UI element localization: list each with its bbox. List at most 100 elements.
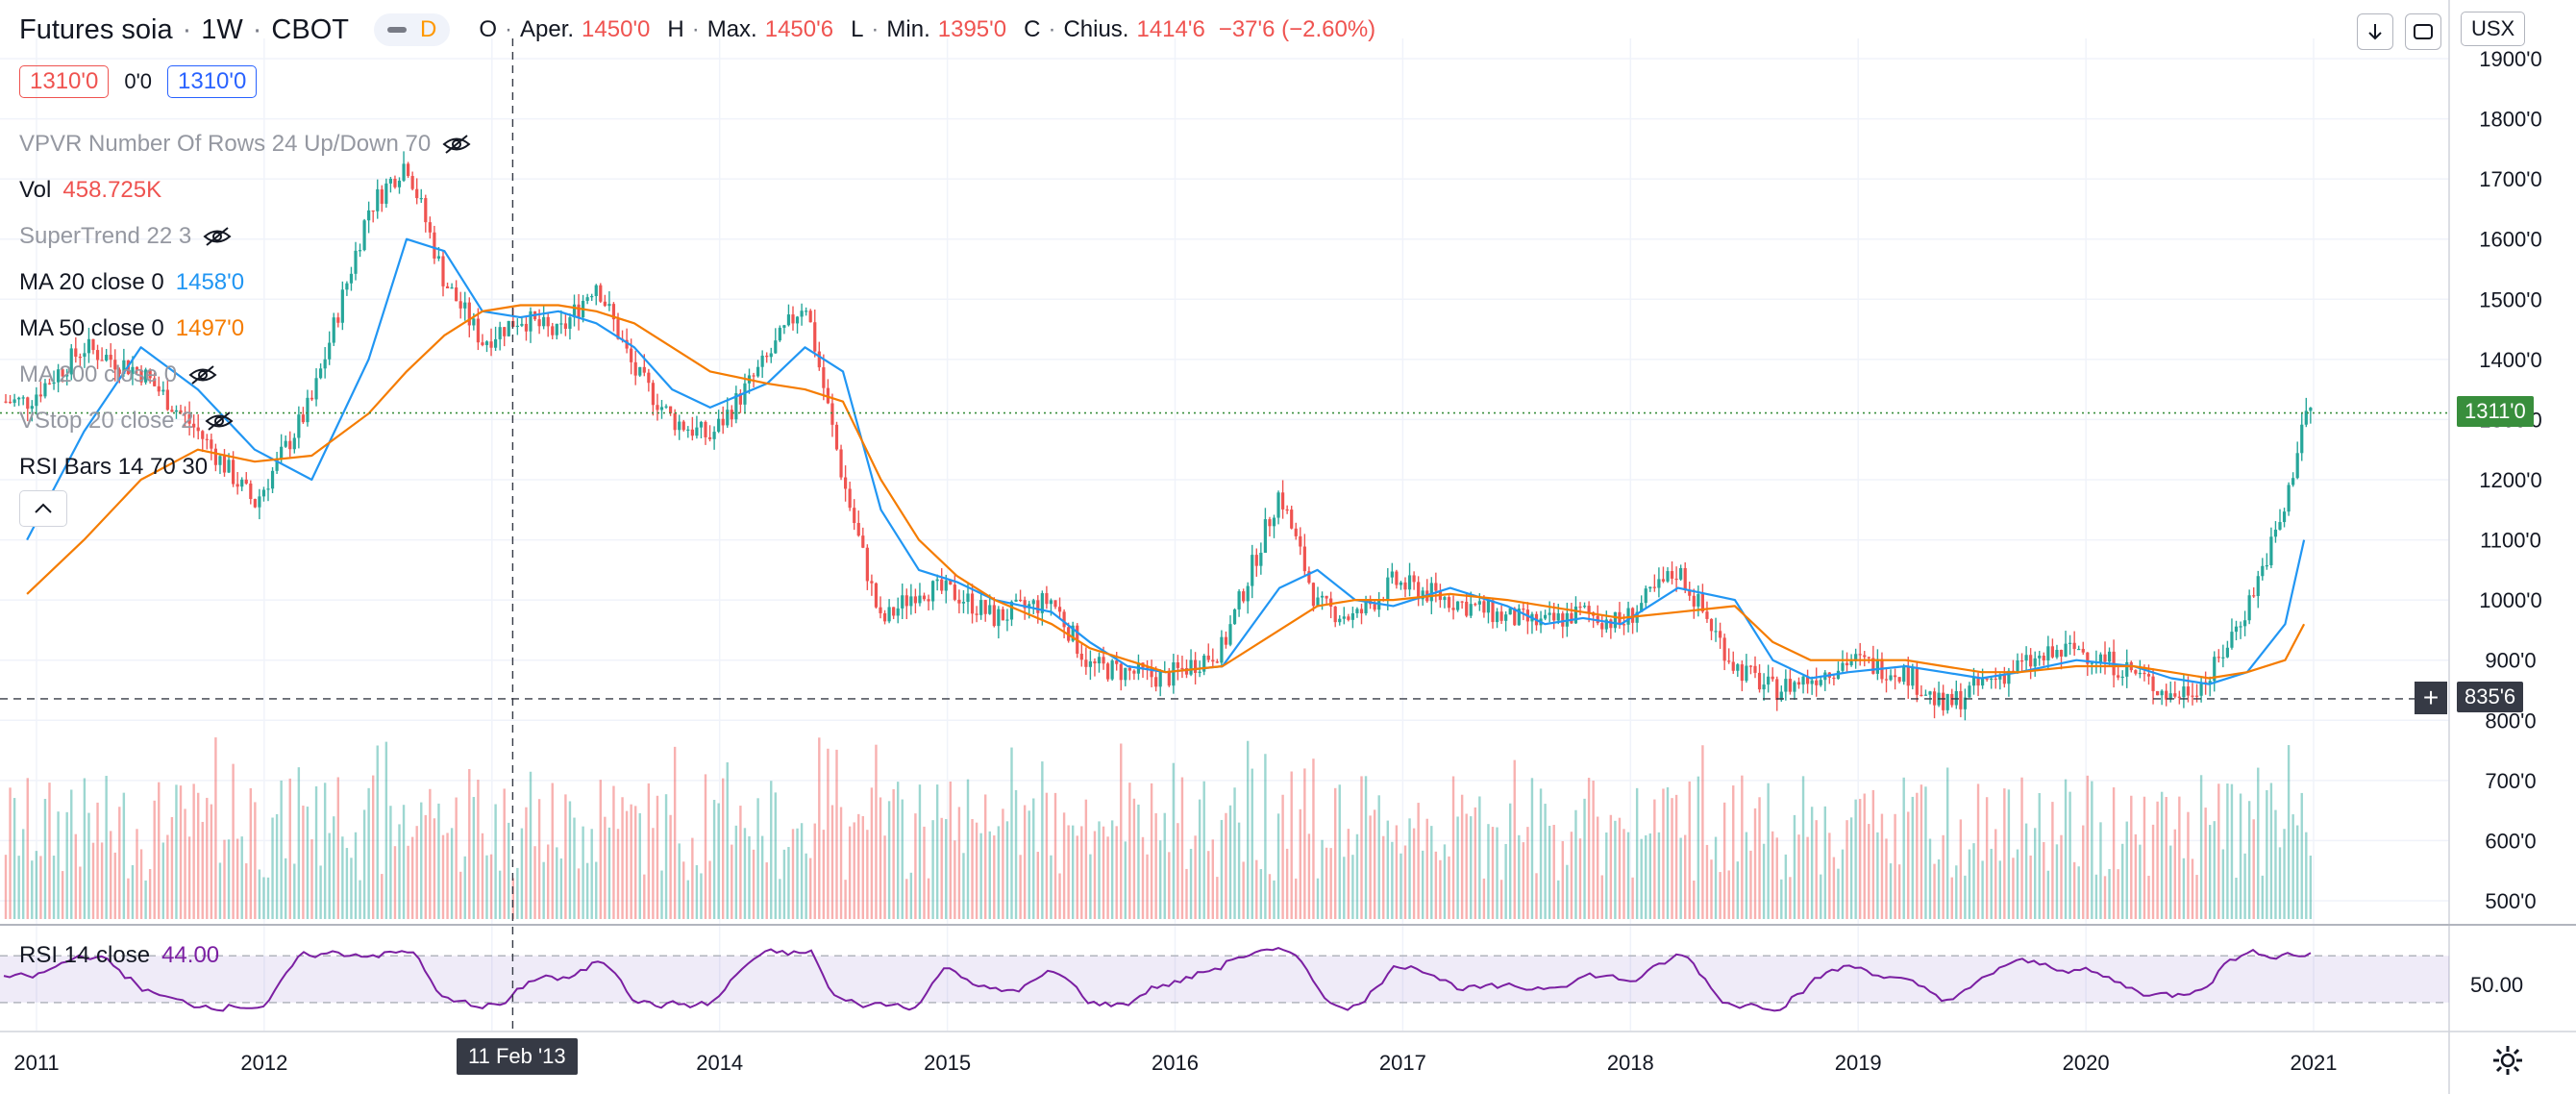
candle-body xyxy=(913,596,917,604)
volume-bar xyxy=(1307,833,1311,919)
candle-body xyxy=(507,320,510,336)
volume-bar xyxy=(1732,785,1735,919)
candle-body xyxy=(1338,618,1342,623)
volume-bar xyxy=(1820,874,1822,919)
price-axis-label: 1200'0 xyxy=(2479,468,2541,492)
currency-button[interactable]: USX xyxy=(2461,12,2526,46)
volume-bar xyxy=(1482,878,1486,919)
volume-bar xyxy=(1635,787,1639,919)
indicator-supertrend[interactable]: SuperTrend 22 3 xyxy=(19,213,471,260)
volume-bar xyxy=(1552,825,1555,919)
volume-bar xyxy=(1120,743,1123,919)
open-label: Aper. xyxy=(520,16,575,42)
candle-body xyxy=(1097,657,1102,664)
candle-body xyxy=(734,393,738,420)
candle-body xyxy=(428,222,432,233)
volume-bar xyxy=(1058,873,1061,919)
eye-off-icon[interactable] xyxy=(188,364,217,385)
candle-body xyxy=(2282,511,2287,523)
settings-button[interactable] xyxy=(2491,1044,2524,1082)
symbol-name[interactable]: Futures soia xyxy=(19,13,173,45)
candle-body xyxy=(1486,600,1491,613)
candle-body xyxy=(769,353,773,358)
indicator-vstop[interactable]: VStop 20 close 2 xyxy=(19,398,471,444)
candle-body xyxy=(774,340,778,354)
volume-bar xyxy=(1172,762,1176,919)
candle-body xyxy=(1364,600,1368,614)
collapse-button[interactable] xyxy=(19,490,67,527)
rsi-line xyxy=(3,947,2312,1012)
candle-body xyxy=(1666,571,1670,582)
volume-bar xyxy=(354,832,358,919)
rsi-legend[interactable]: RSI 14 close 44.00 xyxy=(19,942,219,969)
crosshair-plus-icon[interactable]: + xyxy=(2415,682,2447,714)
volume-bar xyxy=(813,823,816,919)
volume-bar xyxy=(1303,768,1306,919)
indicator-rsi-bars[interactable]: RSI Bars 14 70 30 xyxy=(19,444,471,490)
volume-bar xyxy=(407,845,409,919)
candle-body xyxy=(1320,595,1325,598)
volume-bar xyxy=(1045,792,1049,919)
volume-bar xyxy=(1180,777,1184,919)
indicator-vol[interactable]: Vol 458.725K xyxy=(19,167,471,213)
volume-bar xyxy=(927,878,930,919)
candle-body xyxy=(2269,536,2273,566)
volume-bar xyxy=(2103,876,2107,919)
volume-bar xyxy=(2283,829,2286,919)
eye-off-icon[interactable] xyxy=(442,134,471,155)
fullscreen-button[interactable] xyxy=(2405,13,2441,50)
candle-body xyxy=(1023,600,1027,609)
volume-bar xyxy=(2012,858,2015,919)
volume-bar xyxy=(2108,868,2111,919)
candle-body xyxy=(1871,658,1875,674)
candle-body xyxy=(953,584,956,600)
candle-body xyxy=(261,489,266,497)
indicator-vpvr[interactable]: VPVR Number Of Rows 24 Up/Down 70 xyxy=(19,121,471,167)
volume-bar xyxy=(402,805,406,919)
volume-bar xyxy=(166,834,169,919)
candle-body xyxy=(1561,613,1565,627)
volume-bar xyxy=(175,784,178,919)
eye-off-icon[interactable] xyxy=(203,226,232,247)
volume-bar xyxy=(2046,870,2050,919)
candle-body xyxy=(1810,680,1814,684)
candle-body xyxy=(1757,672,1762,690)
volume-bar xyxy=(1220,819,1224,919)
volume-bar xyxy=(2051,802,2054,919)
candle-body xyxy=(874,583,879,608)
candle-body xyxy=(1700,594,1704,612)
volume-bar xyxy=(529,771,533,919)
volume-bar xyxy=(957,807,961,919)
volume-bar xyxy=(1281,794,1284,919)
volume-bar xyxy=(1228,805,1232,919)
candle-body xyxy=(1355,609,1359,613)
volume-bar xyxy=(1697,776,1700,919)
indicator-ma200[interactable]: MA 200 close 0 xyxy=(19,352,471,398)
volume-bar xyxy=(2230,783,2234,919)
candle-body xyxy=(100,360,104,361)
mode-badge[interactable]: D xyxy=(373,13,451,46)
indicator-ma20[interactable]: MA 20 close 0 1458'0 xyxy=(19,260,471,306)
candle-body xyxy=(1950,693,1954,706)
volume-bar xyxy=(381,874,384,919)
volume-bar xyxy=(1885,838,1888,919)
eye-off-icon[interactable] xyxy=(205,410,235,432)
sell-button[interactable]: 1310'0 xyxy=(19,65,110,98)
volume-bar xyxy=(227,839,231,919)
candle-body xyxy=(2117,675,2120,678)
candle-body xyxy=(2300,424,2304,454)
volume-bar xyxy=(158,782,161,919)
indicator-ma50[interactable]: MA 50 close 0 1497'0 xyxy=(19,306,471,352)
buy-button[interactable]: 1310'0 xyxy=(167,65,258,98)
candle-body xyxy=(105,355,109,361)
candle-body xyxy=(196,427,200,432)
overlay-lines xyxy=(0,38,2449,1032)
volume-bar xyxy=(1674,794,1678,919)
scroll-down-button[interactable] xyxy=(2357,13,2393,50)
candle-body xyxy=(1158,671,1162,687)
interval[interactable]: 1W xyxy=(201,13,243,45)
volume-bar xyxy=(1325,847,1328,919)
volume-bar xyxy=(923,826,926,919)
